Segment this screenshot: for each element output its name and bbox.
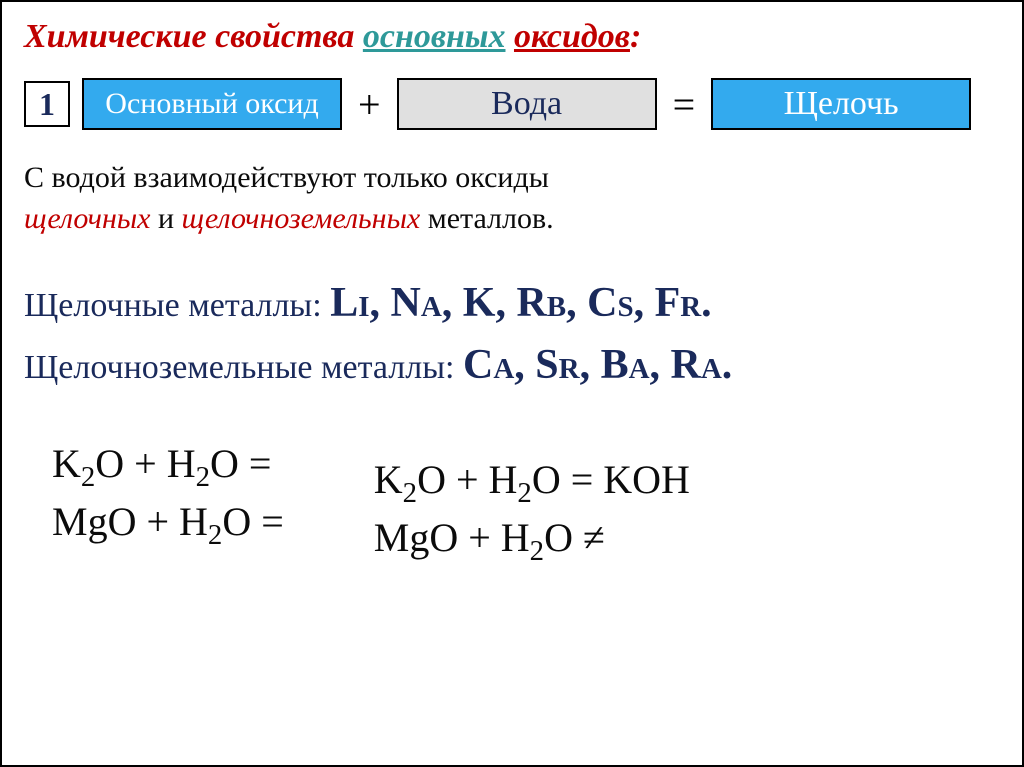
- reactions-right-column: K2O + H2O = KOH MgO + H2O ≠: [374, 451, 690, 567]
- equals-operator: =: [669, 81, 700, 128]
- rx-text: O ≠: [544, 515, 605, 560]
- alkali-label: Щелочные металлы:: [24, 287, 330, 324]
- note-mid: и: [150, 202, 181, 235]
- note-em-2: щелочноземельных: [182, 202, 421, 235]
- alkali-metals-line: Щелочные металлы: Li, Na, K, Rb, Cs, Fr.: [24, 279, 1000, 327]
- rx-sub: 2: [517, 477, 531, 509]
- reaction-k2o-left: K2O + H2O =: [52, 435, 284, 493]
- reaction-mgo-right: MgO + H2O ≠: [374, 509, 690, 567]
- alkaline-earth-metals-line: Щелочноземельные металлы: Ca, Sr, Ba, Ra…: [24, 341, 1000, 389]
- rx-text: O =: [210, 441, 271, 486]
- alkaline-earth-symbols: Ca, Sr, Ba, Ra.: [463, 342, 732, 388]
- rx-text: O + H: [95, 441, 195, 486]
- title-word-2: свойства: [215, 18, 354, 55]
- alkali-symbols: Li, Na, K, Rb, Cs, Fr.: [330, 280, 711, 326]
- chip-water: Вода: [397, 78, 657, 130]
- equation-row: 1 Основный оксид + Вода = Щелочь: [24, 78, 1000, 130]
- rx-text: K: [52, 441, 81, 486]
- rx-sub: 2: [530, 535, 544, 567]
- rx-text: K: [374, 457, 403, 502]
- chip-basic-oxide: Основный оксид: [82, 78, 342, 130]
- rx-sub: 2: [403, 477, 417, 509]
- rx-text: MgO + H: [374, 515, 530, 560]
- rx-sub: 2: [208, 519, 222, 551]
- title-word-4: оксидов: [514, 18, 630, 55]
- note-tail: металлов.: [420, 202, 553, 235]
- alkaline-earth-label: Щелочноземельные металлы:: [24, 349, 463, 386]
- title-tail: :: [630, 18, 641, 55]
- reaction-k2o-right: K2O + H2O = KOH: [374, 451, 690, 509]
- reaction-mgo-left: MgO + H2O =: [52, 493, 284, 551]
- reactions-block: K2O + H2O = MgO + H2O = K2O + H2O = KOH …: [24, 435, 1000, 567]
- rx-sub: 2: [81, 461, 95, 493]
- note-em-1: щелочных: [24, 202, 150, 235]
- rx-text: O + H: [417, 457, 517, 502]
- rx-text: MgO + H: [52, 499, 208, 544]
- page-title: Химические свойства основных оксидов:: [24, 18, 1000, 56]
- reactions-left-column: K2O + H2O = MgO + H2O =: [52, 435, 284, 567]
- rx-text: O =: [222, 499, 283, 544]
- title-word-1: Химические: [24, 18, 207, 55]
- note-line-1: С водой взаимодействуют только оксиды: [24, 161, 549, 194]
- equation-number-box: 1: [24, 81, 70, 127]
- chip-alkali: Щелочь: [711, 78, 971, 130]
- plus-operator: +: [354, 81, 385, 128]
- rx-text: O = KOH: [532, 457, 690, 502]
- rx-sub: 2: [196, 461, 210, 493]
- title-word-3: основных: [363, 18, 506, 55]
- note-text: С водой взаимодействуют только оксиды ще…: [24, 158, 1000, 239]
